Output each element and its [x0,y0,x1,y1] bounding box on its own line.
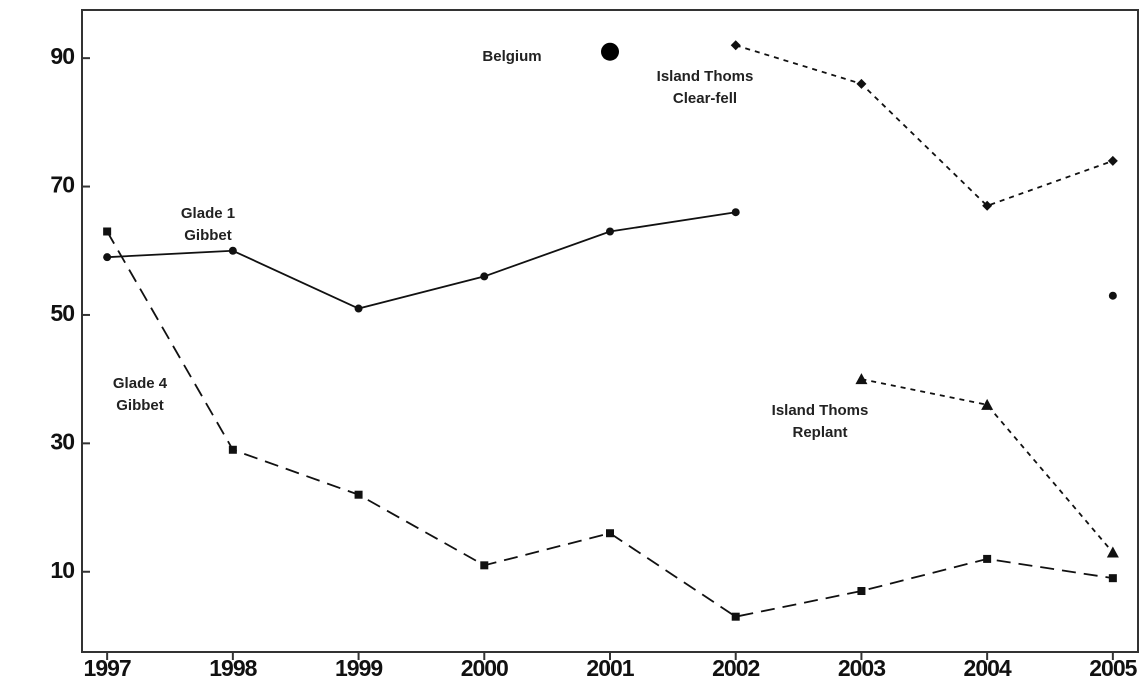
point [606,227,614,236]
point [857,587,866,596]
point [981,398,994,410]
x-tick-label: 1999 [335,655,382,681]
series-line [861,378,1114,554]
y-tick-label: 70 [50,172,74,198]
series-label: Island Thoms Replant [771,402,869,441]
point [731,208,740,217]
point [731,612,740,621]
series-label: Island Thoms Clear-fell [656,68,754,107]
point [228,246,237,255]
point [1108,291,1117,300]
point [228,445,237,454]
point [103,227,112,236]
x-tick-label: 2002 [712,655,759,681]
plot-frame [81,9,1139,653]
point [103,253,112,262]
series-label: Glade 4 Gibbet [112,375,168,414]
y-tick-label: 50 [50,300,74,326]
point [354,304,363,313]
point [1108,574,1117,583]
x-tick-label: 2000 [461,655,508,681]
point [480,272,489,281]
y-tick-label: 10 [50,557,74,583]
point [606,529,614,538]
x-tick-label: 1998 [209,655,257,681]
x-tick-label: 2004 [964,655,1012,681]
y-tick-label: 30 [50,428,74,454]
point [855,373,868,385]
point [983,554,992,563]
point [730,40,741,51]
series-line [106,231,1113,618]
point [982,200,993,211]
y-tick-label: 90 [50,43,74,69]
series-label: Belgium [482,48,542,65]
x-tick-label: 2005 [1089,655,1137,681]
x-tick-label: 2001 [586,655,634,681]
point [354,490,363,499]
x-tick-label: 1997 [84,655,131,681]
point [856,78,867,89]
point [480,561,489,570]
point [1107,155,1118,166]
point [601,42,619,61]
series-line [107,211,736,310]
x-tick-label: 2003 [838,655,885,681]
series-line [735,44,1114,207]
series-label: Glade 1 Gibbet [180,205,236,244]
point [1106,546,1119,558]
